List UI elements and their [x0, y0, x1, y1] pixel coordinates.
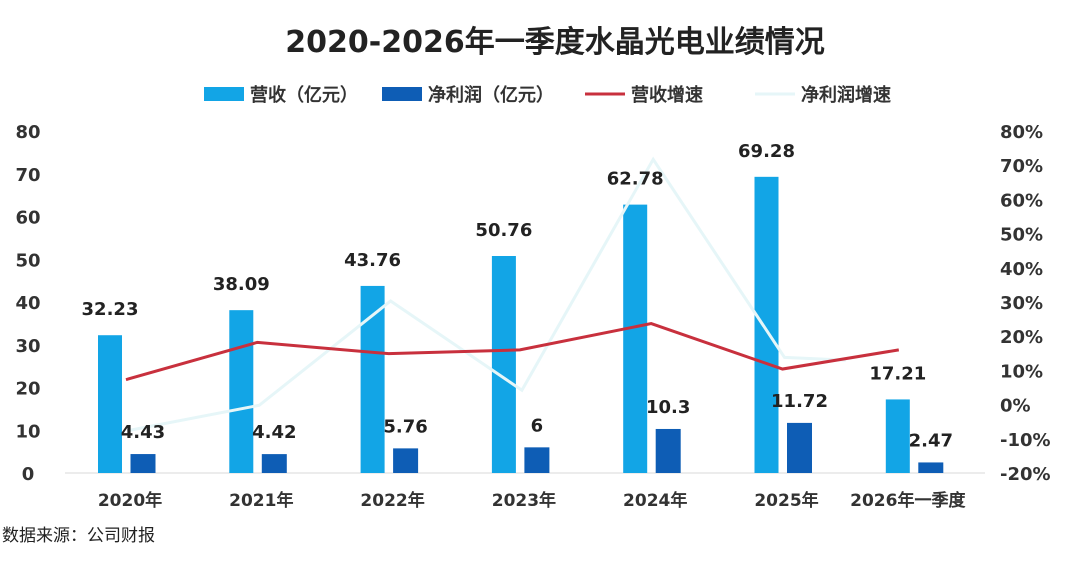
legend-swatch [204, 87, 244, 101]
revenue-label: 32.23 [82, 299, 139, 320]
legend-label: 净利润增速 [801, 84, 891, 106]
y2-tick-label: 80% [1000, 122, 1043, 143]
revenue-bar [229, 310, 253, 473]
revenue-label: 62.78 [607, 169, 664, 190]
y-tick-label: 30 [15, 336, 40, 357]
revenue-label: 69.28 [738, 141, 795, 162]
net-profit-label: 5.76 [383, 416, 427, 437]
revenue-label: 43.76 [344, 250, 401, 271]
net-profit-bar [787, 423, 812, 473]
y2-tick-label: -20% [1000, 464, 1051, 485]
net-profit-label: 4.42 [252, 422, 296, 443]
y2-tick-label: 20% [1000, 327, 1043, 348]
y2-tick-label: 30% [1000, 293, 1043, 314]
y2-tick-label: 10% [1000, 361, 1043, 382]
revenue-bar [755, 177, 779, 473]
y2-tick-label: 70% [1000, 156, 1043, 177]
net-profit-bar [262, 454, 287, 473]
y2-tick-label: 40% [1000, 259, 1043, 280]
legend-label: 营收（亿元） [250, 84, 358, 106]
x-tick-label: 2020年 [98, 490, 162, 511]
y2-tick-label: 60% [1000, 190, 1043, 211]
net-profit-label: 6 [531, 415, 544, 436]
source-note: 数据来源：公司财报 [2, 526, 155, 546]
y-tick-label: 10 [15, 421, 40, 442]
x-tick-label: 2021年 [229, 490, 293, 511]
x-tick-label: 2022年 [360, 490, 424, 511]
revenue-label: 38.09 [213, 274, 270, 295]
legend-label: 营收增速 [631, 84, 703, 106]
net-profit-bar [393, 448, 418, 473]
legend-label: 净利润（亿元） [428, 84, 554, 106]
y-tick-label: 70 [15, 165, 40, 186]
net-profit-bar [131, 454, 156, 473]
revenue-label: 17.21 [869, 363, 926, 384]
net-profit-label: 11.72 [771, 391, 828, 412]
revenue-bar [623, 205, 647, 473]
y2-tick-label: 50% [1000, 225, 1043, 246]
y-tick-label: 80 [15, 122, 40, 143]
chart-title: 2020-2026年一季度水晶光电业绩情况 [285, 25, 824, 60]
revenue-bar [492, 256, 516, 473]
net-profit-label: 10.3 [646, 397, 690, 418]
y-tick-label: 20 [15, 379, 40, 400]
net-profit-bar [918, 462, 943, 473]
revenue-bar [886, 399, 910, 473]
x-tick-label: 2025年 [754, 490, 818, 511]
y-tick-label: 50 [15, 250, 40, 271]
legend: 营收（亿元） 净利润（亿元） 营收增速 净利润增速 [204, 84, 891, 106]
x-tick-label: 2023年 [492, 490, 556, 511]
net-profit-bar [524, 447, 549, 473]
revenue-bar [98, 335, 122, 473]
net-profit-label: 4.43 [121, 422, 165, 443]
legend-swatch [382, 87, 422, 101]
revenue-label: 50.76 [475, 220, 532, 241]
x-tick-label: 2026年一季度 [850, 490, 966, 511]
y-tick-label: 0 [22, 464, 35, 485]
net-profit-bar [656, 429, 681, 473]
x-tick-label: 2024年 [623, 490, 687, 511]
y2-tick-label: 0% [1000, 396, 1031, 417]
y2-tick-label: -10% [1000, 430, 1051, 451]
net-profit-label: 2.47 [909, 430, 953, 451]
y-tick-label: 60 [15, 208, 40, 229]
y-tick-label: 40 [15, 293, 40, 314]
